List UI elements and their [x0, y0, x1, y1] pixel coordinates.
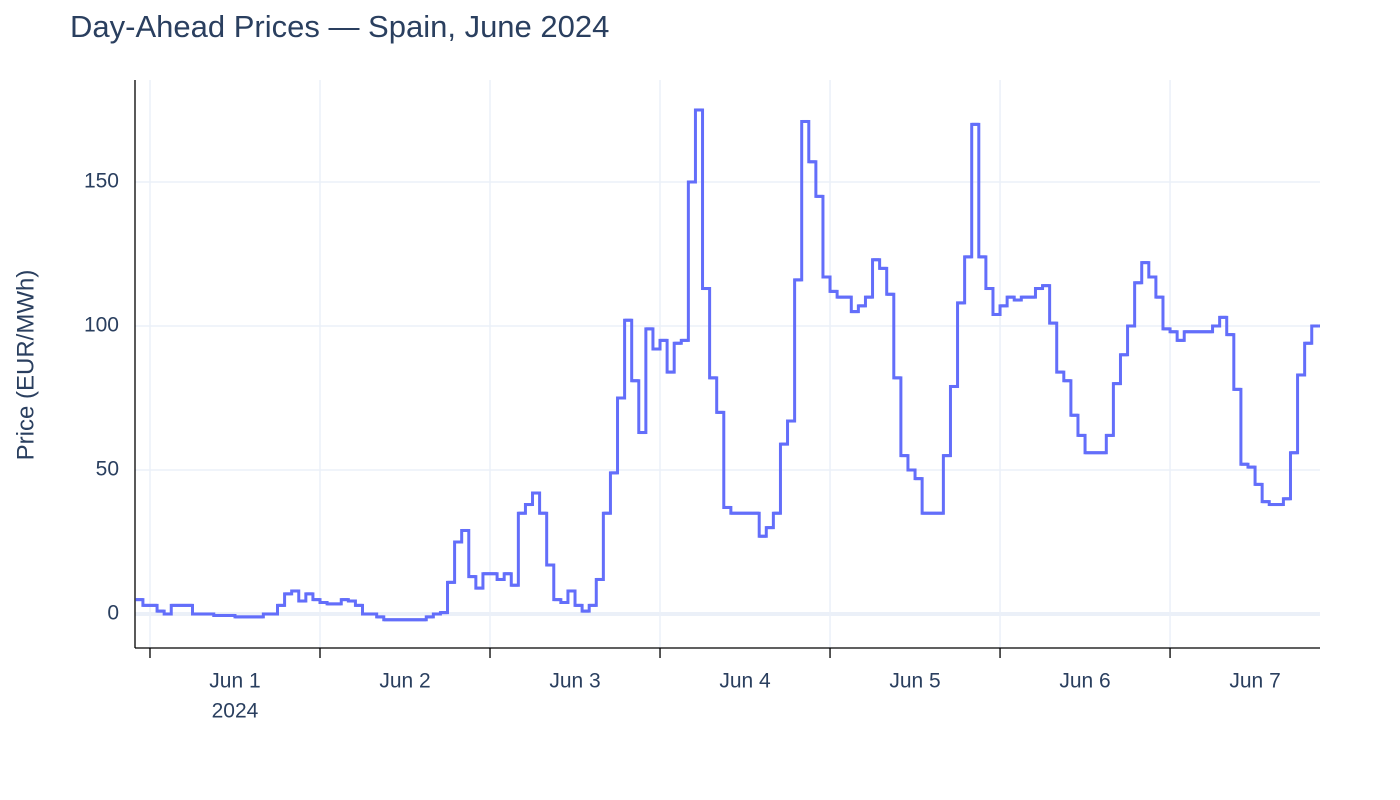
y-tick-label: 50	[96, 458, 119, 481]
chart-title: Day-Ahead Prices — Spain, June 2024	[70, 9, 609, 44]
x-tick-sublabel: 2024	[212, 700, 259, 723]
x-tick-label: Jun 5	[889, 670, 940, 693]
x-tick-label: Jun 1	[209, 670, 260, 693]
y-tick-label: 150	[84, 170, 119, 193]
x-tick-label: Jun 4	[719, 670, 771, 693]
x-tick-label: Jun 6	[1059, 670, 1110, 693]
y-tick-label: 0	[107, 602, 119, 625]
y-axis-label: Price (EUR/MWh)	[12, 270, 39, 461]
x-tick-label: Jun 3	[549, 670, 600, 693]
y-tick-label: 100	[84, 314, 119, 337]
x-tick-label: Jun 2	[379, 670, 430, 693]
x-tick-label: Jun 7	[1229, 670, 1280, 693]
step-connector	[135, 108, 1319, 622]
